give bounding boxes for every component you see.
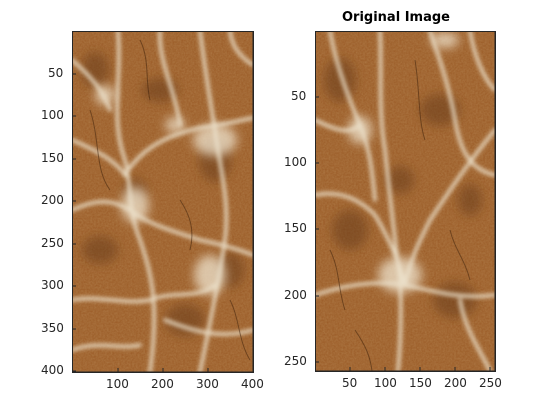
left-ytick-label: 350	[41, 321, 64, 335]
right-ytick-label: 50	[291, 89, 307, 103]
left-ytick-label: 400	[41, 363, 64, 377]
left-ytick-label: 200	[41, 193, 64, 207]
right-image	[315, 31, 495, 371]
left-xtick-label: 400	[241, 377, 264, 391]
left-ytick-label: 250	[41, 236, 64, 250]
right-xtick-label: 250	[479, 376, 502, 390]
right-xtick-label: 200	[444, 376, 467, 390]
left-image	[72, 31, 253, 372]
right-ytick-label: 150	[284, 221, 307, 235]
right-panel-title: Original Image	[342, 10, 450, 25]
left-xtick-label: 100	[106, 377, 129, 391]
left-ytick-label: 300	[41, 278, 64, 292]
left-ytick-label: 150	[41, 151, 64, 165]
right-ytick-label: 250	[284, 354, 307, 368]
right-xtick-label: 50	[342, 376, 358, 390]
left-axes-box	[72, 31, 254, 373]
right-xtick-label: 150	[409, 376, 432, 390]
left-xtick-label: 300	[196, 377, 219, 391]
right-axes-box	[315, 31, 496, 372]
left-ytick-label: 100	[41, 108, 64, 122]
right-ytick-label: 200	[284, 288, 307, 302]
right-tick-marks	[315, 96, 491, 371]
right-ytick-label: 100	[284, 155, 307, 169]
left-ytick-label: 50	[48, 66, 64, 80]
left-xtick-label: 200	[151, 377, 174, 391]
left-tick-marks	[72, 73, 254, 372]
right-xtick-label: 100	[374, 376, 397, 390]
